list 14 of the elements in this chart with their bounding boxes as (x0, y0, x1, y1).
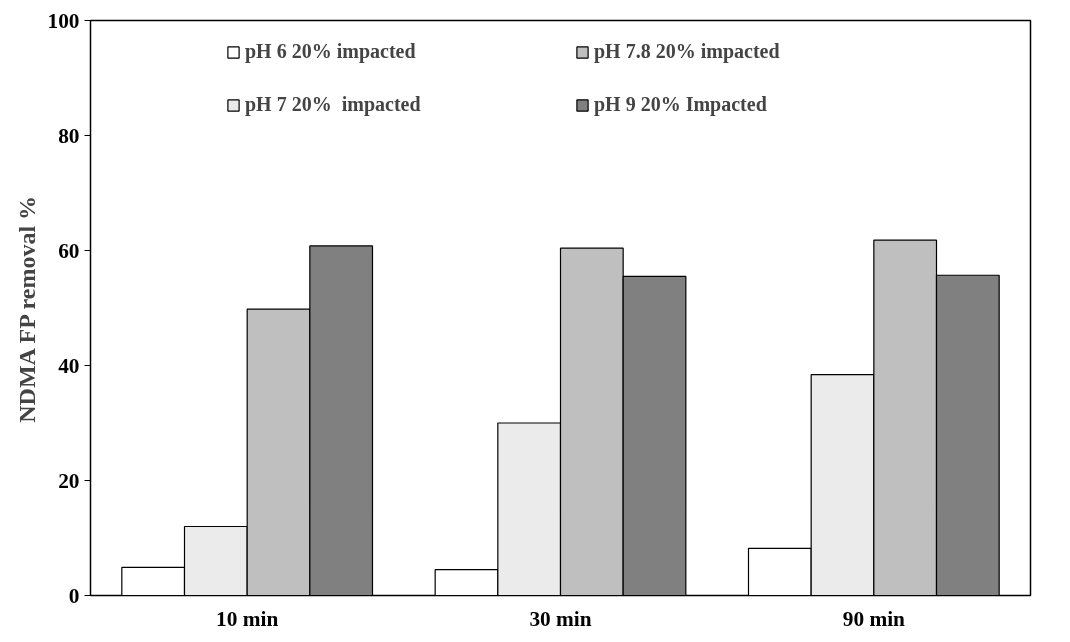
y-tick-label: 100 (47, 8, 80, 33)
y-axis-title: NDMA FP removal % (13, 195, 40, 423)
legend-label: pH 6 20% impacted (245, 40, 417, 63)
y-tick-label: 0 (68, 583, 80, 608)
x-tick-label: 10 min (216, 606, 279, 631)
y-tick-label: 20 (58, 468, 80, 493)
y-tick-label: 80 (58, 123, 80, 148)
legend-label: pH 9 20% Impacted (594, 93, 768, 116)
y-tick-label: 40 (58, 353, 80, 378)
x-tick-label: 30 min (529, 606, 592, 631)
legend-label: pH 7 20% impacted (245, 93, 422, 116)
legend-label: pH 7.8 20% impacted (594, 40, 781, 63)
y-tick-label: 60 (58, 238, 80, 263)
x-tick-label: 90 min (842, 606, 906, 631)
